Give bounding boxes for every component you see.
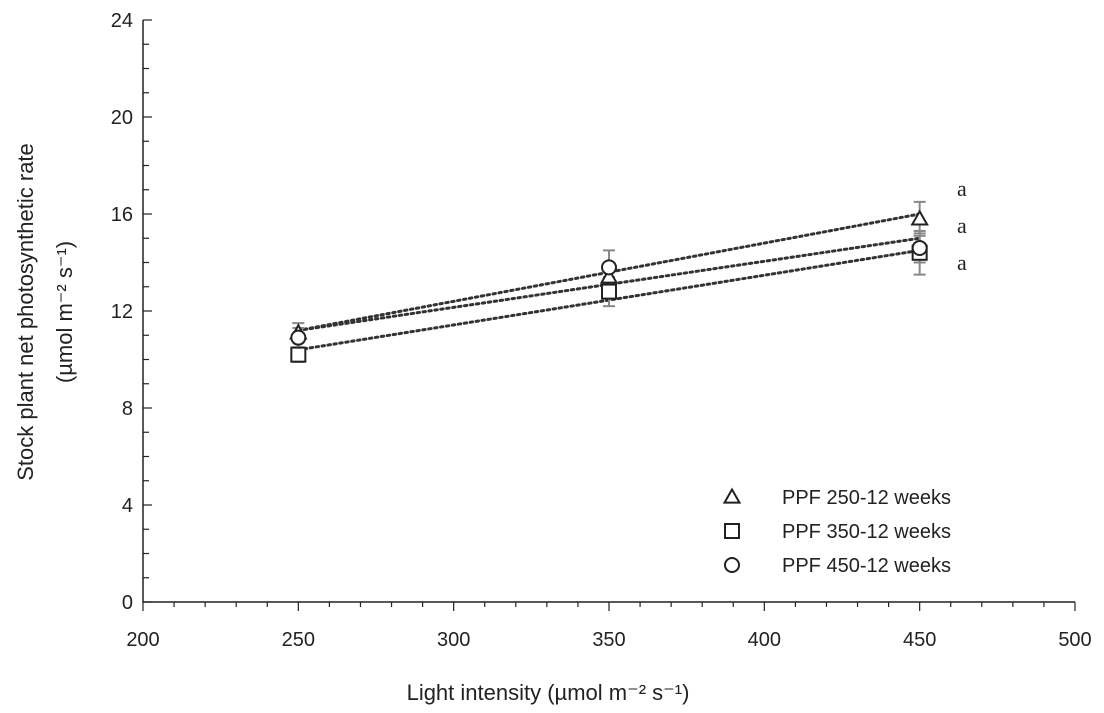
legend-label: PPF 350-12 weeks <box>782 521 951 543</box>
data-point-square <box>290 346 307 363</box>
x-tick-label: 250 <box>282 629 315 651</box>
ticks: 0 4 8 12 16 20 24 200 250 300 350 400 450 500 <box>111 10 1092 651</box>
legend: PPF 250-12 weeks PPF 350-12 weeks PPF 450-… <box>722 487 951 577</box>
y-axis-title-units: (µmol m⁻² s⁻¹) <box>52 241 77 383</box>
significance-label: a <box>957 213 967 238</box>
trend-line-triangle <box>296 212 922 332</box>
legend-marker-triangle <box>722 487 742 504</box>
x-tick-label: 400 <box>748 629 781 651</box>
x-tick-label: 350 <box>592 629 625 651</box>
legend-label: PPF 250-12 weeks <box>782 487 951 509</box>
legend-marker-circle <box>724 557 740 573</box>
x-tick-label: 500 <box>1058 629 1091 651</box>
y-tick-label: 0 <box>122 592 133 614</box>
legend-marker-square <box>724 523 740 539</box>
y-tick-label: 8 <box>122 398 133 420</box>
axes <box>142 20 1075 603</box>
significance-label: a <box>957 250 967 275</box>
x-tick-label: 450 <box>903 629 936 651</box>
x-tick-label: 300 <box>437 629 470 651</box>
y-axis-title: Stock plant net photosynthetic rate <box>13 143 38 481</box>
data-point-square <box>601 283 617 300</box>
x-tick-label: 200 <box>126 629 159 651</box>
y-tick-label: 20 <box>111 107 133 129</box>
data-markers <box>289 209 929 363</box>
x-axis-title: Light intensity (µmol m⁻² s⁻¹) <box>407 680 690 705</box>
y-tick-label: 16 <box>111 204 133 226</box>
legend-label: PPF 450-12 weeks <box>782 555 951 577</box>
y-tick-label: 4 <box>122 495 133 517</box>
significance-labels: aaa <box>957 176 967 275</box>
data-point-triangle <box>910 209 929 226</box>
y-tick-label: 24 <box>111 10 133 32</box>
data-point-circle <box>911 239 928 256</box>
y-tick-label: 12 <box>111 301 133 323</box>
data-point-triangle <box>599 267 619 284</box>
significance-label: a <box>957 176 967 201</box>
data-point-circle <box>601 259 617 276</box>
data-point-circle <box>290 329 307 346</box>
